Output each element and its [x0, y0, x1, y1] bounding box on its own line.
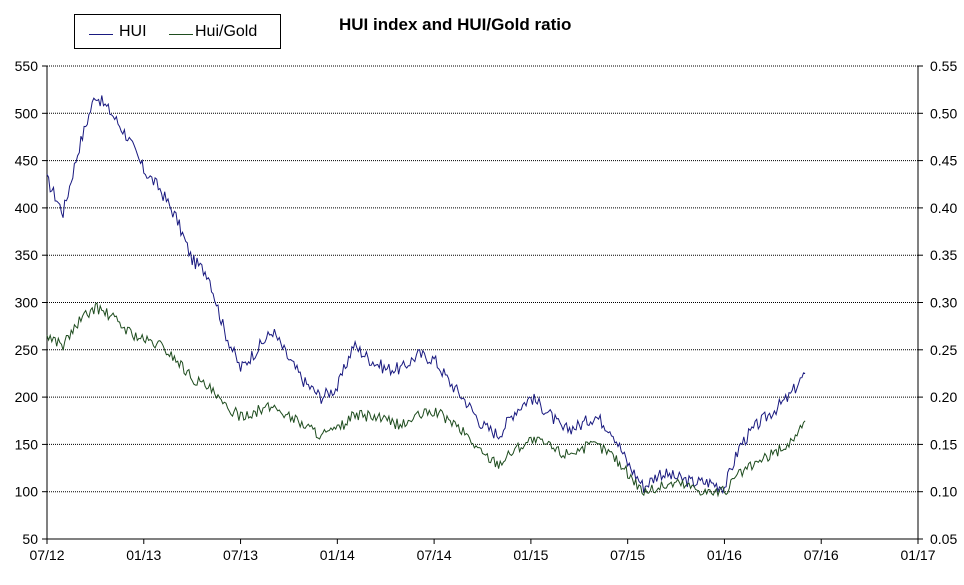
- y-left-tick-label: 350: [15, 247, 39, 263]
- y-left-tick-label: 250: [15, 342, 39, 358]
- x-tick-label: 01/15: [513, 547, 548, 563]
- x-tick-label: 07/16: [804, 547, 839, 563]
- plot-series: [46, 95, 806, 498]
- x-tick-label: 01/13: [126, 547, 161, 563]
- y-left-tick-label: 150: [15, 436, 39, 452]
- y-left-tick-label: 550: [15, 58, 39, 74]
- y-left-tick-label: 500: [15, 105, 39, 121]
- y-left-tick-label: 200: [15, 389, 39, 405]
- y-right-tick-label: 0.10: [930, 484, 957, 500]
- series-line-hui-gold: [46, 302, 806, 498]
- tick-labels: 50 100 150 200 250 300 350 400 450 500 550 0.05 0.10…: [15, 58, 958, 563]
- x-tick-label: 01/17: [900, 547, 935, 563]
- y-right-tick-label: 0.25: [930, 342, 957, 358]
- x-tick-label: 01/16: [707, 547, 742, 563]
- x-tick-label: 01/14: [320, 547, 355, 563]
- y-left-tick-label: 300: [15, 295, 39, 311]
- y-right-tick-label: 0.50: [930, 105, 957, 121]
- y-right-tick-label: 0.40: [930, 200, 957, 216]
- legend: HUI Hui/Gold: [74, 14, 281, 49]
- y-left-tick-label: 450: [15, 153, 39, 169]
- series-line-hui: [46, 95, 806, 495]
- axes: [42, 65, 923, 544]
- y-right-tick-label: 0.30: [930, 295, 957, 311]
- y-left-tick-label: 50: [22, 531, 38, 547]
- legend-swatch-hui: [89, 34, 113, 35]
- legend-label-ratio: Hui/Gold: [195, 23, 258, 40]
- legend-label-hui: HUI: [119, 23, 147, 40]
- y-right-tick-label: 0.05: [930, 531, 957, 547]
- chart-title: HUI index and HUI/Gold ratio: [339, 15, 572, 34]
- x-tick-label: 07/12: [29, 547, 64, 563]
- x-tick-label: 07/15: [610, 547, 645, 563]
- legend-swatch-ratio: [169, 34, 193, 35]
- y-right-tick-label: 0.35: [930, 247, 957, 263]
- y-right-tick-label: 0.20: [930, 389, 957, 405]
- x-tick-label: 07/14: [417, 547, 452, 563]
- x-tick-label: 07/13: [223, 547, 258, 563]
- y-right-tick-label: 0.45: [930, 153, 957, 169]
- y-right-tick-label: 0.55: [930, 58, 957, 74]
- y-right-tick-label: 0.15: [930, 436, 957, 452]
- y-left-tick-label: 100: [15, 484, 39, 500]
- y-left-tick-label: 400: [15, 200, 39, 216]
